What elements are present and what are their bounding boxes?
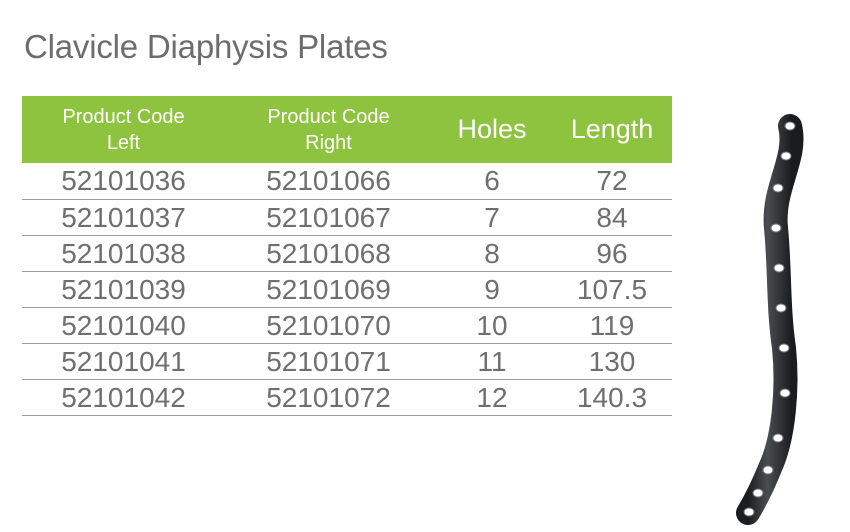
header-product-code-right: Product Code Right [225, 96, 432, 163]
plate-hole [770, 223, 782, 233]
cell-holes: 8 [432, 235, 552, 272]
header-text: Product Code [267, 105, 390, 128]
plate-hole [780, 151, 792, 161]
cell-code-right: 52101071 [225, 343, 432, 380]
cell-length: 130 [552, 343, 672, 380]
cell-holes: 6 [432, 163, 552, 200]
cell-length: 84 [552, 199, 672, 236]
cell-code-right: 52101070 [225, 307, 432, 344]
product-spec-table: Product Code Left Product Code Right Hol… [22, 96, 672, 416]
cell-length: 72 [552, 163, 672, 200]
cell-code-left: 52101037 [22, 199, 225, 236]
cell-code-right: 52101068 [225, 235, 432, 272]
plate-hole [775, 303, 787, 313]
table-row: 52101041 52101071 11 130 [22, 343, 672, 380]
clavicle-plate-image [736, 114, 804, 525]
cell-code-right: 52101069 [225, 271, 432, 308]
page-title: Clavicle Diaphysis Plates [24, 28, 388, 65]
cell-code-left: 52101040 [22, 307, 225, 344]
plate-hole [762, 465, 774, 475]
cell-code-right: 52101072 [225, 379, 432, 416]
cell-code-right: 52101067 [225, 199, 432, 236]
cell-code-left: 52101038 [22, 235, 225, 272]
cell-code-left: 52101039 [22, 271, 225, 308]
header-text: Product Code [62, 105, 185, 128]
table-row: 52101042 52101072 12 140.3 [22, 379, 672, 416]
header-product-code-left: Product Code Left [22, 96, 225, 163]
table-row: 52101039 52101069 9 107.5 [22, 271, 672, 308]
cell-holes: 11 [432, 343, 552, 380]
cell-length: 119 [552, 307, 672, 344]
header-text: Right [305, 131, 352, 154]
plate-hole [772, 183, 784, 193]
cell-holes: 12 [432, 379, 552, 416]
cell-holes: 7 [432, 199, 552, 236]
header-length: Length [570, 114, 654, 144]
header-holes: Holes [457, 114, 527, 144]
plate-hole [784, 121, 796, 131]
cell-code-left: 52101036 [22, 163, 225, 200]
plate-hole [752, 488, 764, 498]
table-row: 52101040 52101070 10 119 [22, 307, 672, 344]
cell-code-right: 52101066 [225, 163, 432, 200]
plate-body [736, 114, 804, 525]
table-row: 52101038 52101068 8 96 [22, 235, 672, 272]
table-row: 52101036 52101066 6 72 [22, 163, 672, 200]
cell-code-left: 52101042 [22, 379, 225, 416]
plate-hole [778, 343, 790, 353]
plate-hole [743, 507, 755, 517]
cell-code-left: 52101041 [22, 343, 225, 380]
plate-hole [773, 263, 785, 273]
table-row: 52101037 52101067 7 84 [22, 199, 672, 236]
cell-holes: 10 [432, 307, 552, 344]
cell-length: 140.3 [552, 379, 672, 416]
cell-length: 96 [552, 235, 672, 272]
plate-hole [772, 433, 784, 443]
table-header-row: Product Code Left Product Code Right Hol… [22, 96, 672, 163]
plate-hole [779, 388, 791, 398]
cell-length: 107.5 [552, 271, 672, 308]
cell-holes: 9 [432, 271, 552, 308]
header-text: Left [106, 131, 141, 154]
